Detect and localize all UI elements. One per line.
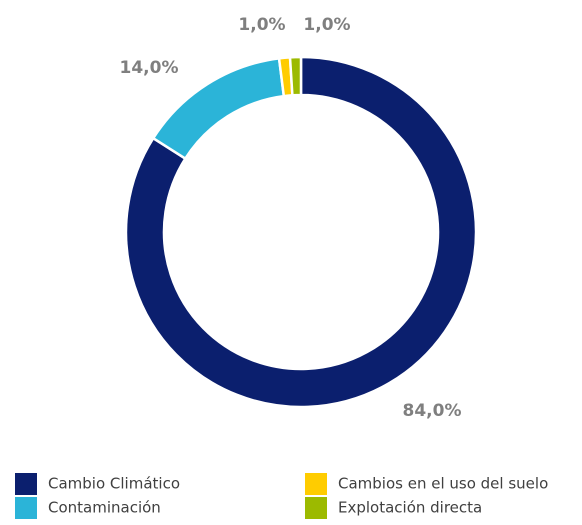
value-label: 1,0% bbox=[238, 15, 285, 35]
legend-label: Explotación directa bbox=[338, 499, 482, 517]
legend-swatch bbox=[15, 497, 37, 519]
legend-label: Cambios en el uso del suelo bbox=[338, 475, 548, 493]
value-label: 1,0% bbox=[303, 15, 350, 35]
legend-swatch bbox=[305, 497, 327, 519]
value-label: 14,0% bbox=[120, 58, 179, 78]
legend-label: Cambio Climático bbox=[48, 475, 180, 493]
legend-swatch bbox=[15, 473, 37, 495]
donut-slice bbox=[288, 55, 303, 97]
value-label: 84,0% bbox=[403, 401, 462, 421]
legend-label: Contaminación bbox=[48, 499, 161, 517]
donut-slice bbox=[124, 55, 478, 409]
legend-swatch bbox=[305, 473, 327, 495]
